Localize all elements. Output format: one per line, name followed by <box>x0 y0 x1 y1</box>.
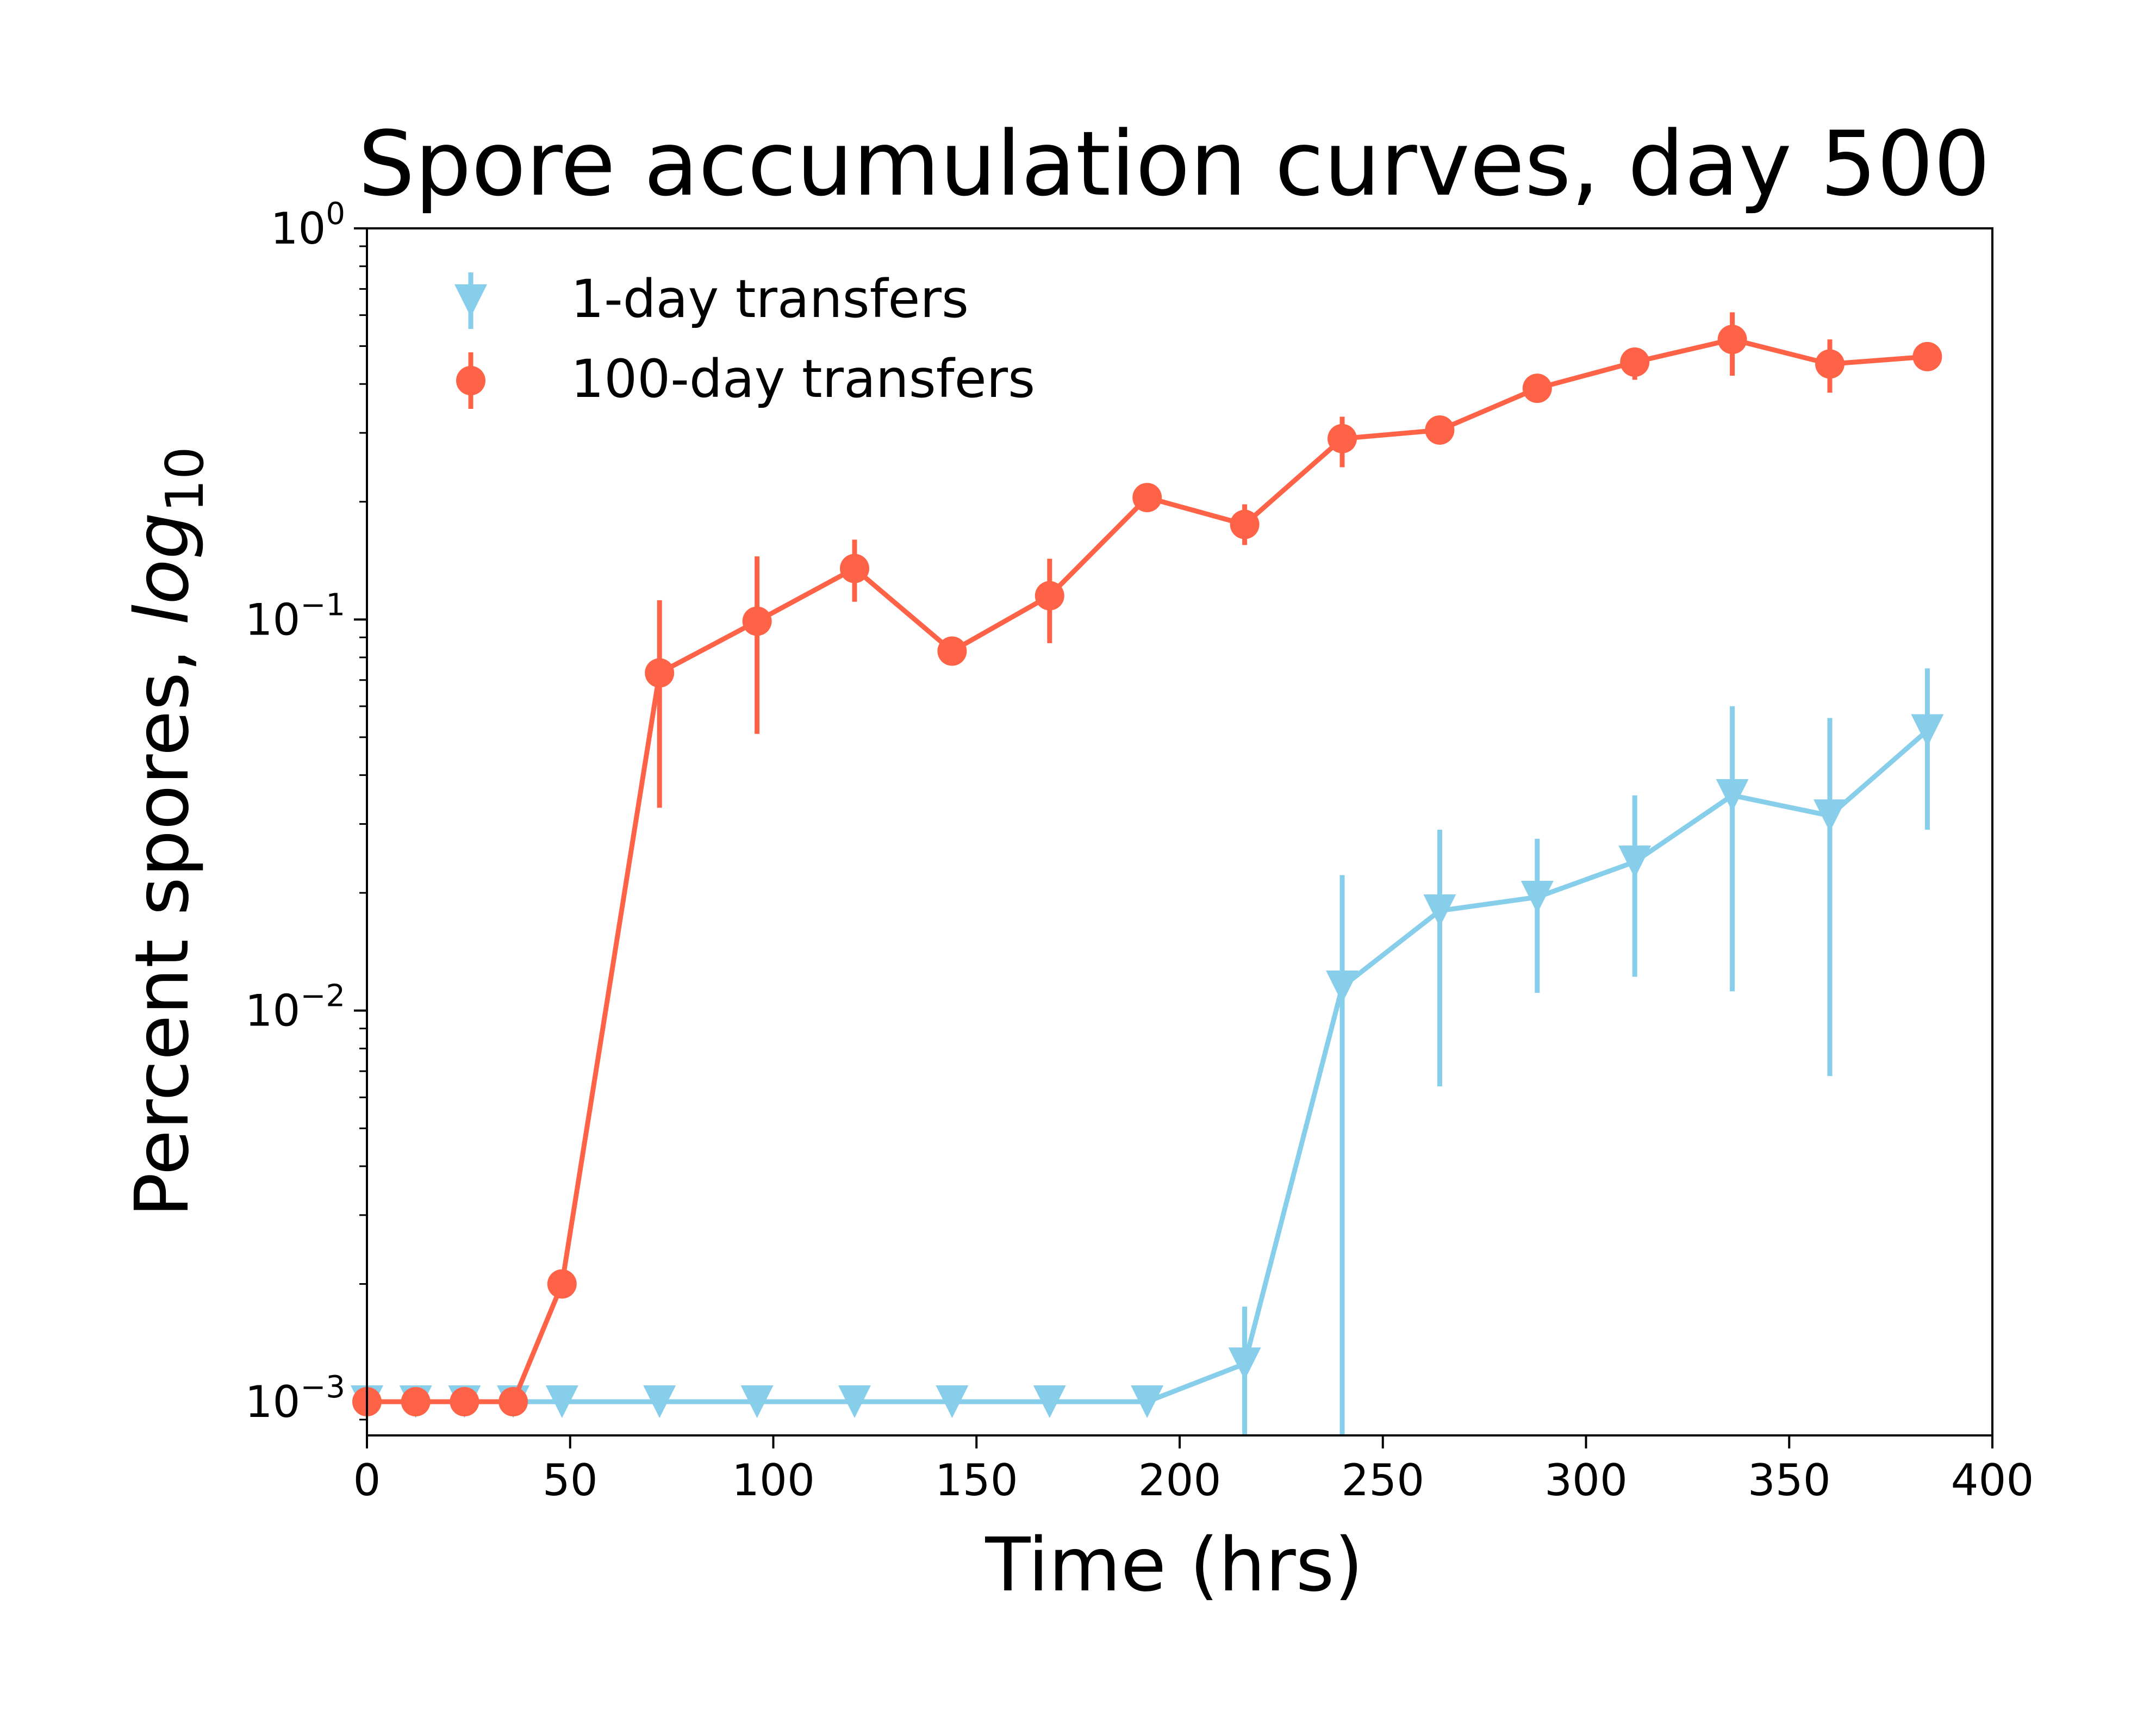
series-100-day-point <box>1425 415 1455 445</box>
series-1-day-point <box>1716 779 1749 812</box>
x-tick-label: 400 <box>1951 1455 2034 1506</box>
series-1-day-point <box>1911 714 1944 747</box>
y-tick-exponent: 0 <box>326 196 345 232</box>
y-tick-base: 10 <box>271 203 326 254</box>
x-tick-label: 0 <box>353 1455 381 1506</box>
series-1-day-point <box>1326 971 1359 1004</box>
series-100-day-point <box>1132 483 1162 513</box>
series-1-day-point <box>936 1385 969 1419</box>
x-tick-label: 250 <box>1341 1455 1424 1506</box>
legend-item-100-day-marker <box>456 366 485 395</box>
y-axis-label-text: Percent spores, <box>120 625 205 1217</box>
x-tick-label: 150 <box>935 1455 1018 1506</box>
series-1-day-point <box>1228 1347 1261 1380</box>
series-100-day-point <box>1522 374 1552 403</box>
series-100-day-point <box>1717 325 1747 355</box>
series-1-day-point <box>545 1385 578 1419</box>
series-100-day-point <box>401 1387 431 1417</box>
y-tick-base: 10 <box>245 594 301 645</box>
x-tick-label: 50 <box>543 1455 598 1506</box>
series-1-day-point <box>1423 894 1456 928</box>
series-100-day <box>352 312 1942 1417</box>
y-tick-label: 10−3 <box>245 1370 345 1427</box>
series-100-day-point <box>1620 347 1650 377</box>
chart-title: Spore accumulation curves, day 500 <box>358 112 1990 216</box>
series-1-day-point <box>1033 1385 1066 1419</box>
series-1-day-point <box>1618 845 1652 879</box>
series-1-day-point <box>838 1385 871 1419</box>
y-tick-base: 10 <box>245 1377 301 1427</box>
y-tick-exponent: −3 <box>300 1370 345 1405</box>
series-1-day-point <box>740 1385 774 1419</box>
series-1-day-point <box>1521 881 1554 914</box>
y-axis-label-italic: log <box>120 512 205 625</box>
y-tick-exponent: −2 <box>300 979 345 1014</box>
legend: 1-day transfers 100-day transfers <box>454 269 1035 409</box>
series-100-day-point <box>840 554 869 583</box>
y-axis-label: Percent spores, log10 <box>120 446 215 1217</box>
legend-item-1-day: 1-day transfers <box>454 269 969 329</box>
series-100-day-point <box>499 1387 528 1417</box>
y-tick-base: 10 <box>245 986 301 1036</box>
plot-data <box>351 312 1944 1435</box>
series-100-day-point <box>937 636 967 666</box>
plot-frame <box>366 227 1993 1436</box>
series-1-day-point <box>643 1385 676 1419</box>
x-tick-label: 200 <box>1138 1455 1222 1506</box>
legend-item-1-day-label: 1-day transfers <box>571 269 969 329</box>
series-100-day-point <box>1912 341 1942 371</box>
x-axis-ticks: 0 50 100 150 200 250 300 350 400 <box>353 1435 2034 1506</box>
legend-item-1-day-marker <box>454 284 487 317</box>
legend-item-100-day: 100-day transfers <box>456 349 1035 409</box>
x-tick-label: 350 <box>1748 1455 1831 1506</box>
x-tick-label: 300 <box>1544 1455 1628 1506</box>
series-100-day-point <box>1815 349 1845 379</box>
series-1-day-point <box>1131 1385 1164 1419</box>
y-axis-label-subscript: 10 <box>155 446 215 512</box>
series-100-day-point <box>1035 581 1064 611</box>
y-tick-exponent: −1 <box>300 587 345 623</box>
legend-item-100-day-label: 100-day transfers <box>571 349 1035 409</box>
y-tick-label: 100 <box>271 196 345 254</box>
x-tick-label: 100 <box>732 1455 815 1506</box>
series-100-day-point <box>645 658 675 688</box>
series-100-day-point <box>742 606 772 636</box>
series-100-day-point <box>450 1387 479 1417</box>
x-axis-label: Time (hrs) <box>984 1522 1363 1608</box>
series-100-day-point <box>547 1269 577 1299</box>
y-tick-label: 10−2 <box>245 979 345 1036</box>
series-100-day-point <box>1230 509 1260 539</box>
y-tick-label: 10−1 <box>245 587 345 645</box>
series-100-day-point <box>1328 424 1357 453</box>
series-1-day-point <box>1814 799 1846 832</box>
